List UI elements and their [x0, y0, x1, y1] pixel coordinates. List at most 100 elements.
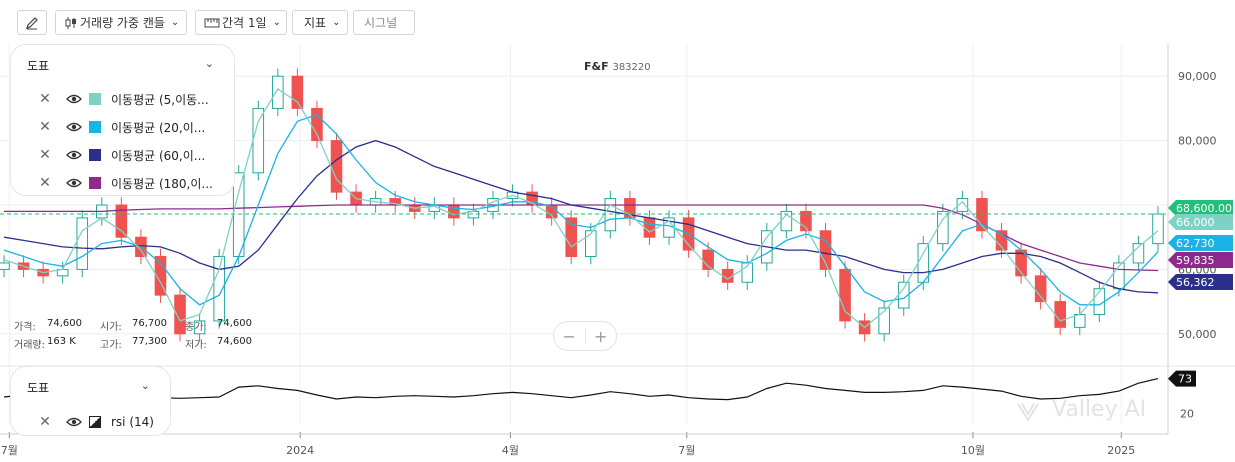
candle-body [643, 217, 656, 238]
candle-body [115, 204, 128, 238]
interval-dropdown[interactable]: 간격 1일 ⌄ [195, 10, 287, 35]
candle-body [154, 256, 167, 296]
watermark-logo-icon [1017, 403, 1039, 422]
close-value: 74,600 [217, 318, 252, 329]
chevron-down-icon: ⌄ [170, 17, 180, 28]
price-tag [1168, 235, 1233, 251]
volume-key: 거래량: [14, 340, 45, 351]
rsi-tag [1168, 370, 1196, 387]
eye-icon[interactable] [61, 150, 87, 160]
candle-body [291, 75, 304, 109]
candle-type-label: 거래량 가중 캔들 [80, 16, 165, 30]
candle-body [0, 262, 10, 270]
indicator-label: 이동평균 (5,이동... [111, 92, 209, 107]
candle-body [584, 230, 597, 258]
pencil-icon [26, 16, 38, 29]
eye-icon[interactable] [61, 417, 87, 427]
rsi-swatch-icon [89, 416, 101, 428]
signal-label: 시그널 [364, 16, 398, 30]
x-tick-label: 10월 [961, 444, 985, 457]
remove-icon[interactable]: ✕ [39, 414, 51, 430]
indicator-row: ✕ 이동평균 (180,이... [35, 174, 213, 192]
chevron-down-icon[interactable]: ⌄ [204, 57, 214, 70]
main-indicator-panel: 도표 ⌄ ✕ 이동평균 (5,이동... ✕ 이동평균 (20,이... ✕ 이동평균 (… [10, 44, 235, 196]
price-tag-label: 62,730 [1176, 237, 1215, 250]
eye-icon[interactable] [61, 94, 87, 104]
candle-body [1132, 243, 1145, 264]
price-chart[interactable]: 50,00060,00070,00080,00090,0007월20244월7월… [0, 44, 1235, 462]
indicator-label: rsi (14) [111, 415, 154, 429]
series-swatch-icon [89, 121, 101, 133]
candle-body [878, 307, 890, 335]
price-tag-label: 56,362 [1176, 276, 1215, 289]
open-key: 시가: [100, 322, 122, 333]
x-tick-label: 2025 [1107, 444, 1135, 457]
series-swatch-icon [89, 177, 101, 189]
x-tick-label: 2024 [286, 444, 314, 457]
candle-body [956, 198, 969, 212]
rsi-indicator-panel: 도표 ⌄ ✕ rsi (14) [10, 366, 171, 436]
indicator-row: ✕ 이동평균 (20,이... [35, 118, 205, 136]
candle-body [193, 320, 206, 335]
candle-icon [65, 16, 76, 29]
zoom-out-button[interactable]: − [562, 326, 576, 346]
open-value: 76,700 [132, 318, 167, 329]
candle-body [213, 256, 225, 322]
zoom-control: − + [553, 321, 617, 351]
eye-icon[interactable] [61, 178, 87, 188]
rsi-tag-label: 73 [1178, 373, 1192, 386]
price-key: 가격: [14, 322, 36, 333]
price-tag [1168, 274, 1233, 290]
ma-line [3, 88, 1159, 329]
chart-toolbar: 거래량 가중 캔들 ⌄ 간격 1일 ⌄ 지표 ⌄ 시그널 [0, 0, 1235, 44]
high-value: 77,300 [132, 336, 167, 347]
low-value: 74,600 [217, 336, 252, 347]
candle-body [800, 210, 812, 232]
remove-icon[interactable]: ✕ [39, 147, 51, 163]
interval-label: 간격 1일 [222, 16, 267, 30]
remove-icon[interactable]: ✕ [39, 175, 51, 191]
y-tick-label: 80,000 [1178, 135, 1217, 148]
x-tick-label: 4월 [502, 444, 519, 457]
remove-icon[interactable]: ✕ [39, 91, 51, 107]
candle-body [976, 198, 988, 232]
indicator-dropdown[interactable]: 지표 ⌄ [292, 10, 348, 35]
zoom-in-button[interactable]: + [594, 326, 608, 346]
remove-icon[interactable]: ✕ [39, 119, 51, 135]
candle-body [1073, 313, 1086, 328]
candle-type-dropdown[interactable]: 거래량 가중 캔들 ⌄ [55, 10, 187, 35]
chart-title: F&F 383220 [584, 60, 651, 73]
candle-body [1152, 213, 1164, 245]
signal-button[interactable]: 시그널 [353, 10, 415, 35]
candle-body [252, 107, 265, 174]
ruler-icon [204, 18, 220, 27]
draw-tool-button[interactable] [17, 10, 47, 35]
indicator-label: 이동평균 (60,이... [111, 148, 206, 163]
candle-body [174, 294, 186, 335]
candle-body [604, 198, 617, 232]
series-swatch-icon [89, 93, 101, 105]
candle-body [76, 217, 89, 270]
watermark-text: Valley AI [1052, 397, 1146, 422]
indicator-row: ✕ 이동평균 (60,이... [35, 146, 205, 164]
eye-icon[interactable] [61, 122, 87, 132]
chevron-down-icon[interactable]: ⌄ [140, 379, 150, 392]
chevron-down-icon: ⌄ [332, 17, 341, 28]
candle-body [1034, 275, 1047, 303]
price-value: 74,600 [47, 318, 82, 329]
candle-body [232, 172, 245, 258]
price-tag [1168, 200, 1233, 216]
rsi-line [3, 378, 1159, 401]
indicator-label: 이동평균 (20,이... [111, 120, 206, 135]
indicator-row: ✕ 이동평균 (5,이동... [35, 90, 209, 108]
rsi-tick-label: 20 [1180, 407, 1194, 420]
chevron-down-icon: ⌄ [272, 17, 281, 28]
divider [584, 328, 586, 344]
panel-title: 도표 [27, 59, 50, 73]
close-key: 종가: [185, 322, 207, 333]
price-tag [1168, 252, 1233, 268]
candle-body [1054, 301, 1066, 328]
ma-line [3, 139, 1159, 294]
y-tick-label: 50,000 [1178, 328, 1217, 341]
low-key: 저가: [185, 340, 207, 351]
